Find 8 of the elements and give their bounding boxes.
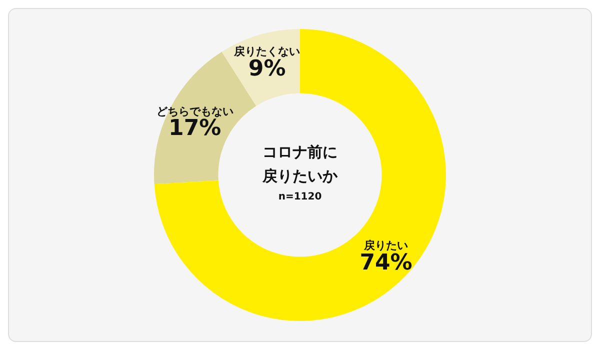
text: n=1120 <box>278 192 322 203</box>
slice-label: 戻りたくない <box>233 45 300 58</box>
text: コロナ前に戻りたいか <box>262 142 338 185</box>
slice-label: 戻りたい <box>363 239 408 252</box>
data-label: 74% <box>360 250 412 276</box>
data-label: 17% <box>168 116 222 142</box>
slice-label: どちらでもない <box>156 104 234 118</box>
data-label: 9% <box>248 56 286 82</box>
